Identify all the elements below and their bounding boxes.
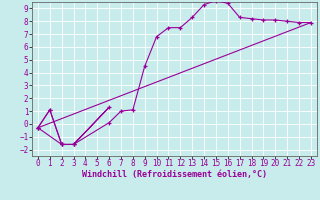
X-axis label: Windchill (Refroidissement éolien,°C): Windchill (Refroidissement éolien,°C) <box>82 170 267 179</box>
